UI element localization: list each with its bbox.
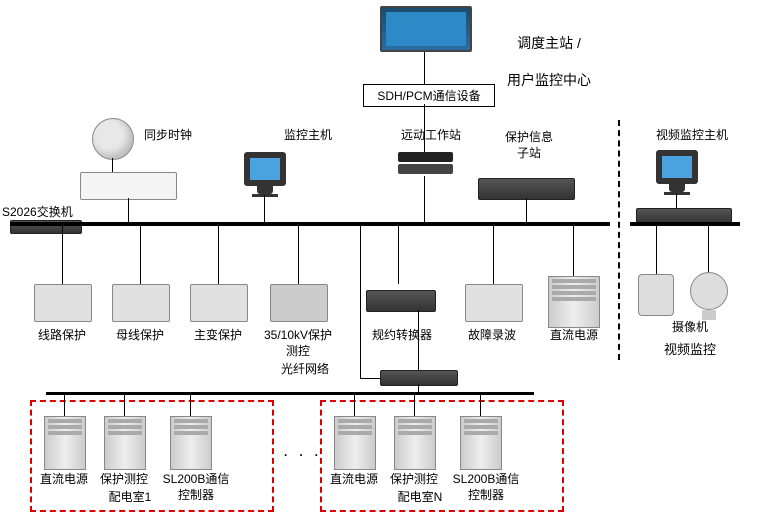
switch-label: S2026交换机 xyxy=(2,205,94,221)
sync-clock-device xyxy=(80,172,177,200)
roomN-pmc xyxy=(394,416,436,470)
control-center-title: 调度主站 / 用户监控中心 xyxy=(494,16,604,89)
camera-ptz-icon xyxy=(690,272,728,320)
drop-5b xyxy=(360,226,361,378)
right-divider xyxy=(618,120,620,360)
fault-rec-device xyxy=(465,284,523,322)
roomN-sl-label: SL200B通信 控制器 xyxy=(446,472,526,503)
fiber-label: 光纤网络 xyxy=(270,362,340,378)
main-trans-label: 主变保护 xyxy=(186,328,250,344)
bus-prot-label: 母线保护 xyxy=(108,328,172,344)
protocol-label: 规约转换器 xyxy=(364,328,440,344)
prot-info-label: 保护信息 子站 xyxy=(494,130,564,161)
room1-label: 配电室1 xyxy=(100,490,160,506)
drop-3 xyxy=(218,226,219,284)
sdh-pcm-box: SDH/PCM通信设备 xyxy=(363,84,495,107)
conn-remote-ws xyxy=(424,176,425,222)
roomN-drop2 xyxy=(414,395,415,417)
right-bus-line xyxy=(630,222,740,226)
monitor-host-label: 监控主机 xyxy=(278,128,338,144)
conn-sync-clock xyxy=(128,198,129,222)
drop-5 xyxy=(398,226,399,284)
drop-1 xyxy=(62,226,63,284)
sdh-pcm-label: SDH/PCM通信设备 xyxy=(377,89,480,103)
room1-drop2 xyxy=(124,395,125,417)
monitor-host-icon xyxy=(244,152,286,197)
fault-rec-label: 故障录波 xyxy=(460,328,524,344)
conn-prot-info xyxy=(526,198,527,222)
room1-dc xyxy=(44,416,86,470)
roomN-dc xyxy=(334,416,376,470)
room1-drop3 xyxy=(190,395,191,417)
conn-dish xyxy=(112,158,113,172)
conn-fiber-switch xyxy=(418,310,419,370)
line-prot-label: 线路保护 xyxy=(30,328,94,344)
camera-fixed-icon xyxy=(638,274,674,316)
roomN-sl xyxy=(460,416,502,470)
room1-sl-label: SL200B通信 控制器 xyxy=(156,472,236,503)
camera-label: 摄像机 xyxy=(660,320,720,336)
dc-power-label: 直流电源 xyxy=(542,328,606,344)
fiber-bus-line xyxy=(46,392,534,395)
room1-pmc xyxy=(104,416,146,470)
conn-camera1 xyxy=(656,226,657,274)
mv-prot-device xyxy=(270,284,328,322)
drop-4 xyxy=(298,226,299,284)
conn-screen-to-comm xyxy=(424,52,425,84)
ellipsis: · · · xyxy=(284,448,323,462)
room1-pmc-label: 保护测控 xyxy=(96,472,152,488)
dc-power-cabinet xyxy=(548,276,600,328)
room1-dc-label: 直流电源 xyxy=(36,472,92,488)
main-trans-device xyxy=(190,284,248,322)
room1-drop1 xyxy=(64,395,65,417)
roomN-drop1 xyxy=(354,395,355,417)
line-prot-device xyxy=(34,284,92,322)
sync-clock-label: 同步时钟 xyxy=(138,128,198,144)
title-line2: 用户监控中心 xyxy=(507,72,591,88)
control-center-screen xyxy=(380,6,472,52)
conn-fiber-branch xyxy=(360,378,380,379)
conn-monitor-host xyxy=(264,195,265,222)
remote-ws-icon xyxy=(398,152,453,174)
title-line1: 调度主站 / xyxy=(517,35,581,51)
prot-info-device xyxy=(478,178,575,200)
drop-6 xyxy=(493,226,494,284)
conn-camera2 xyxy=(708,226,709,274)
drop-2 xyxy=(140,226,141,284)
diagram-canvas: 调度主站 / 用户监控中心 SDH/PCM通信设备 同步时钟 监控主机 远动工作… xyxy=(0,0,758,523)
remote-ws-label: 远动工作站 xyxy=(396,128,466,144)
main-bus-line xyxy=(10,222,610,226)
video-monitor-label: 视频监控 xyxy=(650,342,730,359)
bus-prot-device xyxy=(112,284,170,322)
room1-sl xyxy=(170,416,212,470)
roomN-pmc-label: 保护测控 xyxy=(386,472,442,488)
video-host-icon xyxy=(656,150,698,195)
video-host-label: 视频监控主机 xyxy=(642,128,742,144)
protocol-conv-device xyxy=(366,290,436,312)
roomN-label: 配电室N xyxy=(390,490,450,506)
roomN-dc-label: 直流电源 xyxy=(326,472,382,488)
satellite-dish-icon xyxy=(92,118,134,160)
fiber-switch xyxy=(380,370,458,386)
conn-video-host xyxy=(676,193,677,209)
mv-prot-label: 35/10kV保护 测控 xyxy=(256,328,340,359)
fiber-up xyxy=(418,384,419,392)
roomN-drop3 xyxy=(480,395,481,417)
